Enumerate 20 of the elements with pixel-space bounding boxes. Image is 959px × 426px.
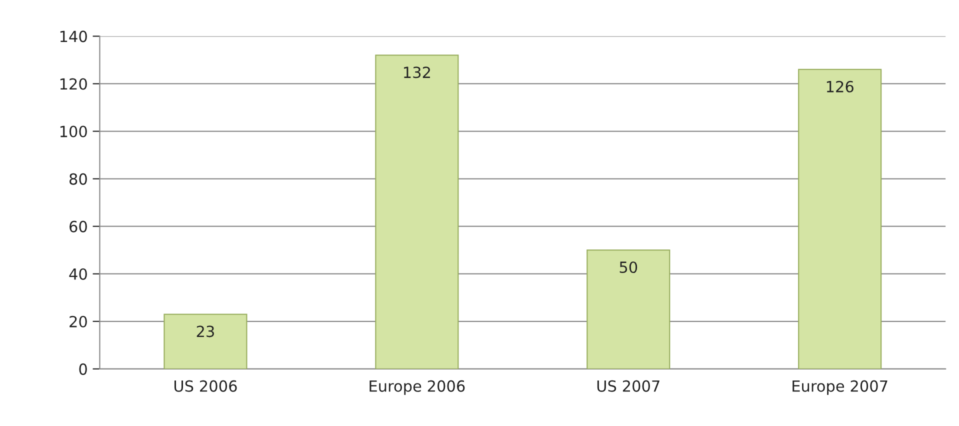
bar <box>798 68 882 369</box>
x-tick-label: US 2006 <box>174 380 237 392</box>
x-tick-label: Europe 2006 <box>370 380 465 395</box>
y-tick-label: 100 <box>60 126 87 138</box>
data-label: 50 <box>620 261 638 274</box>
y-tick-label: 20 <box>70 316 87 328</box>
y-tick-label: 120 <box>60 78 87 90</box>
y-tick-label: 140 <box>60 30 87 42</box>
bar <box>586 250 670 369</box>
y-tick-label: 0 <box>79 363 87 375</box>
bar <box>164 314 248 369</box>
data-label: 23 <box>196 326 214 338</box>
x-tick-label: US 2007 <box>597 380 660 392</box>
y-tick-label: 60 <box>70 220 87 232</box>
y-tick-label: 40 <box>69 268 87 280</box>
y-tick-label: 80 <box>70 173 87 185</box>
data-label: 126 <box>826 80 854 92</box>
x-tick-label: Europe 2007 <box>792 380 888 395</box>
data-label: 132 <box>404 66 430 78</box>
bar <box>375 54 459 369</box>
